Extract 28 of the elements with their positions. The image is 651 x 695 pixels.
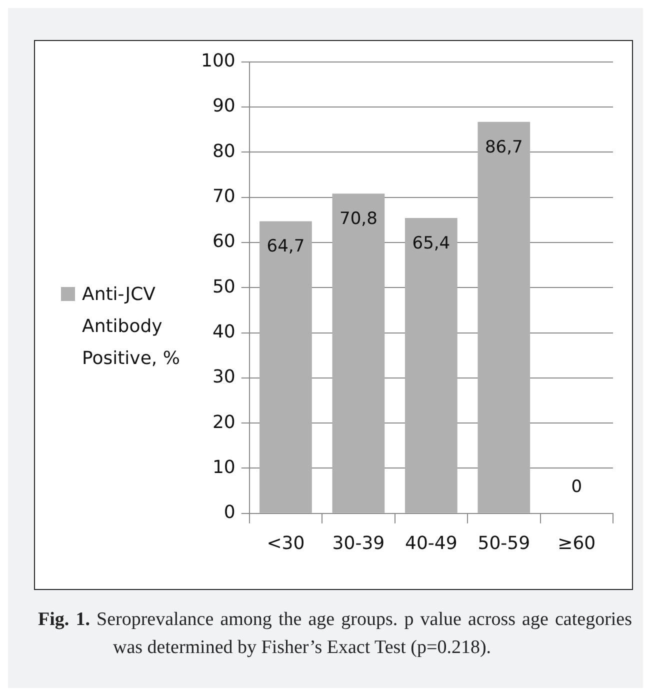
x-tick-label: 40-49 — [405, 532, 458, 554]
text: Seroprevalance among the age groups. p value across age categories was determined by Fisher’s Exact Test (p=0.218). — [96, 609, 632, 658]
y-tick-label: 100 — [200, 50, 236, 72]
y-tick-label: 60 — [212, 231, 236, 252]
y-tick-label: 10 — [212, 456, 236, 478]
data-label: 70,8 — [340, 209, 378, 230]
y-tick-label: 50 — [212, 276, 236, 298]
x-tick-label: 50-59 — [478, 532, 530, 554]
caption: Fig. 1. — [38, 609, 90, 630]
y-tick-label: 80 — [212, 140, 236, 162]
bar — [404, 218, 458, 513]
bar — [332, 194, 385, 513]
data-label: 64,7 — [266, 236, 305, 257]
y-tick-label: 0 — [224, 502, 236, 524]
x-tick-label: ≥60 — [558, 532, 596, 554]
x-tick-label: 30-39 — [332, 532, 385, 554]
y-tick-label: 40 — [212, 321, 236, 342]
x-tick-label: <30 — [266, 532, 305, 554]
y-tick-label: 20 — [212, 412, 236, 433]
y-tick-label: 90 — [212, 96, 236, 117]
y-tick-label: 30 — [212, 366, 236, 388]
data-label: 0 — [571, 476, 582, 497]
bar — [260, 221, 312, 513]
y-tick-label: 70 — [212, 186, 236, 207]
data-label: 65,4 — [412, 233, 450, 254]
data-label: 86,7 — [484, 137, 523, 158]
bar — [478, 122, 530, 513]
legend-label: Anti-JCV Antibody Positive, % — [82, 283, 181, 371]
